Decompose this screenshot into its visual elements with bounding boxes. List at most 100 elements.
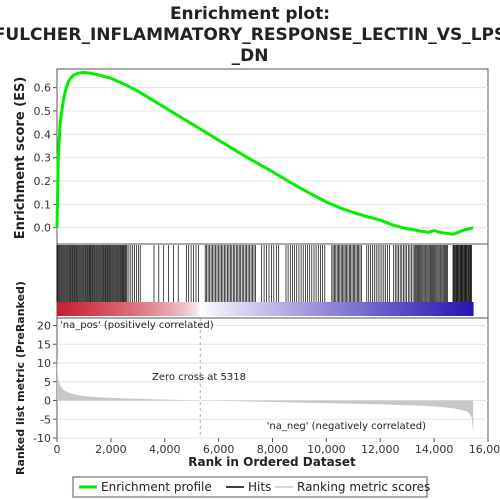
color-bar-segment: [403, 302, 408, 316]
color-bar-segment: [195, 302, 200, 316]
color-bar-segment: [261, 302, 266, 316]
color-bar-segment: [369, 302, 374, 316]
color-bar-segment: [351, 302, 356, 316]
color-bar-segment: [216, 302, 221, 316]
color-bar-segment: [452, 302, 457, 316]
color-bar-segment: [282, 302, 287, 316]
color-bar-segment: [240, 302, 245, 316]
color-bar-segment: [244, 302, 249, 316]
color-bar-segment: [435, 302, 439, 316]
color-bar-segment: [63, 302, 68, 316]
color-bar-segment: [192, 302, 197, 316]
color-bar-segment: [157, 302, 162, 316]
enrichment-profile-line: [55, 71, 474, 236]
color-bar-segment: [320, 302, 325, 316]
metric-y-tick-label: -10: [33, 432, 51, 445]
color-bar-segment: [358, 302, 363, 316]
color-bar-segment: [122, 302, 127, 316]
color-bar-segment: [285, 302, 290, 316]
color-bar-segment: [254, 302, 259, 316]
color-bar-segment: [334, 302, 339, 316]
color-bar-segment: [251, 302, 256, 316]
metric-y-tick-label: -5: [40, 413, 51, 426]
color-bar-segment: [220, 302, 224, 316]
color-bar-segment: [213, 302, 217, 316]
x-tick-label: 6,000: [203, 443, 235, 456]
title: Enrichment plot: FULCHER_INFLAMMATORY_RE…: [0, 4, 500, 66]
x-axis-ticks: 0 2,000 4,000 6,000 8,000 10,000 12,000 14,000 1…: [54, 438, 500, 456]
color-bar-segment: [348, 302, 353, 316]
color-bar-segment: [91, 302, 96, 316]
color-bar-segment: [188, 302, 193, 316]
color-bar-segment: [355, 302, 360, 316]
color-bar-segment: [372, 302, 377, 316]
es-y-tick-label: 0.1: [34, 198, 52, 211]
metric-panel-frame: [56, 317, 489, 439]
color-bar-segment: [136, 302, 141, 316]
color-bar-segment: [258, 302, 263, 316]
x-tick-label: 14,000: [415, 443, 454, 456]
es-y-tick-label: 0.0: [34, 222, 52, 235]
es-y-tick-label: 0.5: [34, 105, 52, 118]
title-line-3: _DN: [232, 46, 269, 66]
color-bar-segment: [324, 302, 328, 316]
color-bar-segment: [209, 302, 214, 316]
color-bar-segment: [448, 302, 453, 316]
es-y-tick-label: 0.3: [34, 152, 52, 165]
color-bar-segment: [223, 302, 228, 316]
es-y-tick-label: 0.4: [34, 128, 52, 141]
zero-cross-label: Zero cross at 5318: [152, 372, 246, 383]
color-bar-segment: [466, 302, 471, 316]
color-bar-segment: [77, 302, 82, 316]
color-bar-segment: [178, 302, 183, 316]
color-bar-segment: [265, 302, 269, 316]
pos-correlated-label: 'na_pos' (positively correlated): [60, 320, 214, 331]
color-bar-segment: [185, 302, 190, 316]
metric-y-tick-label: 15: [37, 338, 51, 351]
metric-panel: -10 -5 0 5 10 15 20 'na_pos' (positively corre…: [14, 281, 489, 475]
color-bar-segment: [167, 302, 172, 316]
color-bar-segment: [327, 302, 332, 316]
color-bar-segment: [233, 302, 238, 316]
color-bar-segment: [407, 302, 412, 316]
color-bar-segment: [299, 302, 304, 316]
color-bar-segment: [421, 302, 426, 316]
color-bar-segment: [417, 302, 422, 316]
es-panel-frame: [56, 68, 489, 245]
color-bar-segment: [112, 302, 117, 316]
color-bar-segment: [226, 302, 231, 316]
color-bar-segment: [70, 302, 75, 316]
color-bar-segment: [95, 302, 100, 316]
title-line-2: FULCHER_INFLAMMATORY_RESPONSE_LECTIN_VS_…: [0, 25, 500, 45]
color-bar-segment: [278, 302, 283, 316]
color-bar-segment: [164, 302, 169, 316]
color-bar-segment: [105, 302, 110, 316]
color-bar-segment: [414, 302, 419, 316]
es-y-tick-label: 0.2: [34, 175, 52, 188]
hit-lines: [56, 245, 472, 302]
metric-y-tick-label: 5: [44, 376, 51, 389]
color-bar-segment: [268, 302, 273, 316]
color-bar-segment: [438, 302, 443, 316]
color-bar-segment: [303, 302, 308, 316]
color-bar-segment: [330, 302, 335, 316]
color-bar-segment: [379, 302, 384, 316]
color-bar-segment: [396, 302, 401, 316]
color-bar-segment: [386, 302, 391, 316]
color-bar-segment: [362, 302, 367, 316]
color-bar-segment: [67, 302, 72, 316]
color-bar-segment: [150, 302, 155, 316]
color-bar-segment: [389, 302, 394, 316]
color-bar-segment: [462, 302, 467, 316]
legend: Enrichment profile Hits Ranking metric s…: [72, 476, 430, 498]
color-bar-segment: [81, 302, 86, 316]
color-bar-segment: [289, 302, 294, 316]
color-bar-segment: [57, 302, 61, 316]
color-bar-segment: [296, 302, 301, 316]
color-bar-segment: [365, 302, 370, 316]
legend-label-hits: Hits: [248, 480, 271, 494]
x-tick-label: 2,000: [95, 443, 127, 456]
color-bar-segment: [469, 302, 474, 316]
legend-box: [72, 476, 428, 498]
color-bar-segment: [459, 302, 464, 316]
